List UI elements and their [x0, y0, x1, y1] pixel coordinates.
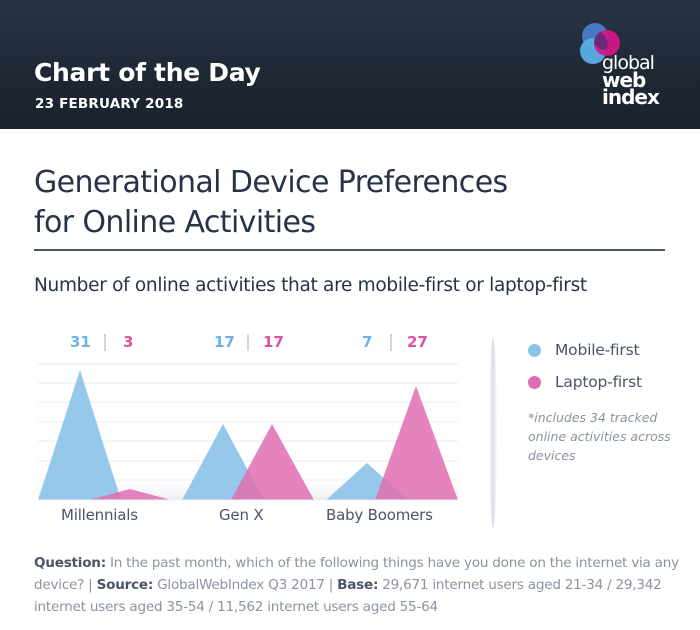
legend-item-mobile-first: Mobile-first	[528, 334, 698, 366]
source-label: Source:	[96, 577, 154, 593]
genx-laptop-value: 17	[263, 333, 284, 351]
footnote: Question: In the past month, which of th…	[34, 552, 684, 618]
overlapping-circles-logo-icon	[580, 23, 620, 64]
header-banner: Chart of the Day 23 FEBRUARY 2018 global…	[0, 0, 700, 129]
millennials-laptop-value: 3	[123, 333, 134, 351]
logo-word-web: web	[602, 68, 646, 92]
laptop-dot-icon	[528, 375, 541, 389]
question-text: In the past month, which of the followin…	[34, 555, 679, 593]
value-separator	[390, 334, 392, 351]
chart-title-line1: Generational Device Preferences	[34, 165, 508, 200]
boomers-mobile-value: 7	[362, 333, 373, 351]
base-text: 29,671 internet users aged 21-34 / 29,34…	[34, 577, 662, 615]
title-divider	[34, 249, 665, 251]
legend-divider	[489, 338, 497, 528]
chart-title: Generational Device Preferences for Onli…	[34, 163, 674, 243]
boomers-laptop-triangle	[375, 386, 458, 500]
legend-label-mobile: Mobile-first	[555, 341, 640, 359]
logo-word-global: global	[602, 52, 655, 74]
header-date: 23 FEBRUARY 2018	[35, 96, 184, 112]
millennials-mobile-triangle	[38, 370, 121, 500]
x-label-millennials: Millennials	[61, 506, 138, 524]
logo-word-index: index	[602, 85, 660, 109]
chart-area: 31 3 17 17 7 27	[30, 330, 470, 530]
mobile-dot-icon	[528, 343, 541, 357]
x-label-baby-boomers: Baby Boomers	[326, 506, 433, 524]
genx-mobile-value: 17	[214, 333, 235, 351]
header-title: Chart of the Day	[34, 58, 261, 87]
legend-note: *includes 34 tracked online activities a…	[528, 410, 671, 463]
value-labels: 31 3 17 17 7 27	[30, 330, 470, 354]
legend-label-laptop: Laptop-first	[555, 373, 642, 391]
chart-subtitle: Number of online activities that are mob…	[34, 275, 587, 296]
globalwebindex-logo: global web index	[578, 22, 678, 117]
value-separator	[104, 334, 106, 351]
genx-laptop-triangle	[231, 424, 314, 500]
legend-item-laptop-first: Laptop-first	[528, 366, 698, 398]
triangle-area-plot	[38, 363, 458, 501]
value-separator	[247, 334, 249, 351]
millennials-laptop-triangle	[89, 489, 171, 500]
x-label-genx: Gen X	[219, 506, 264, 524]
boomers-laptop-value: 27	[407, 333, 428, 351]
millennials-mobile-value: 31	[70, 333, 91, 351]
chart-title-line2: for Online Activities	[34, 205, 316, 240]
question-label: Question:	[34, 555, 106, 571]
legend: Mobile-first Laptop-first	[528, 334, 698, 398]
base-label: Base:	[337, 577, 379, 593]
x-axis-labels: Millennials Gen X Baby Boomers	[30, 506, 470, 528]
source-text: GlobalWebIndex Q3 2017 |	[153, 577, 338, 593]
